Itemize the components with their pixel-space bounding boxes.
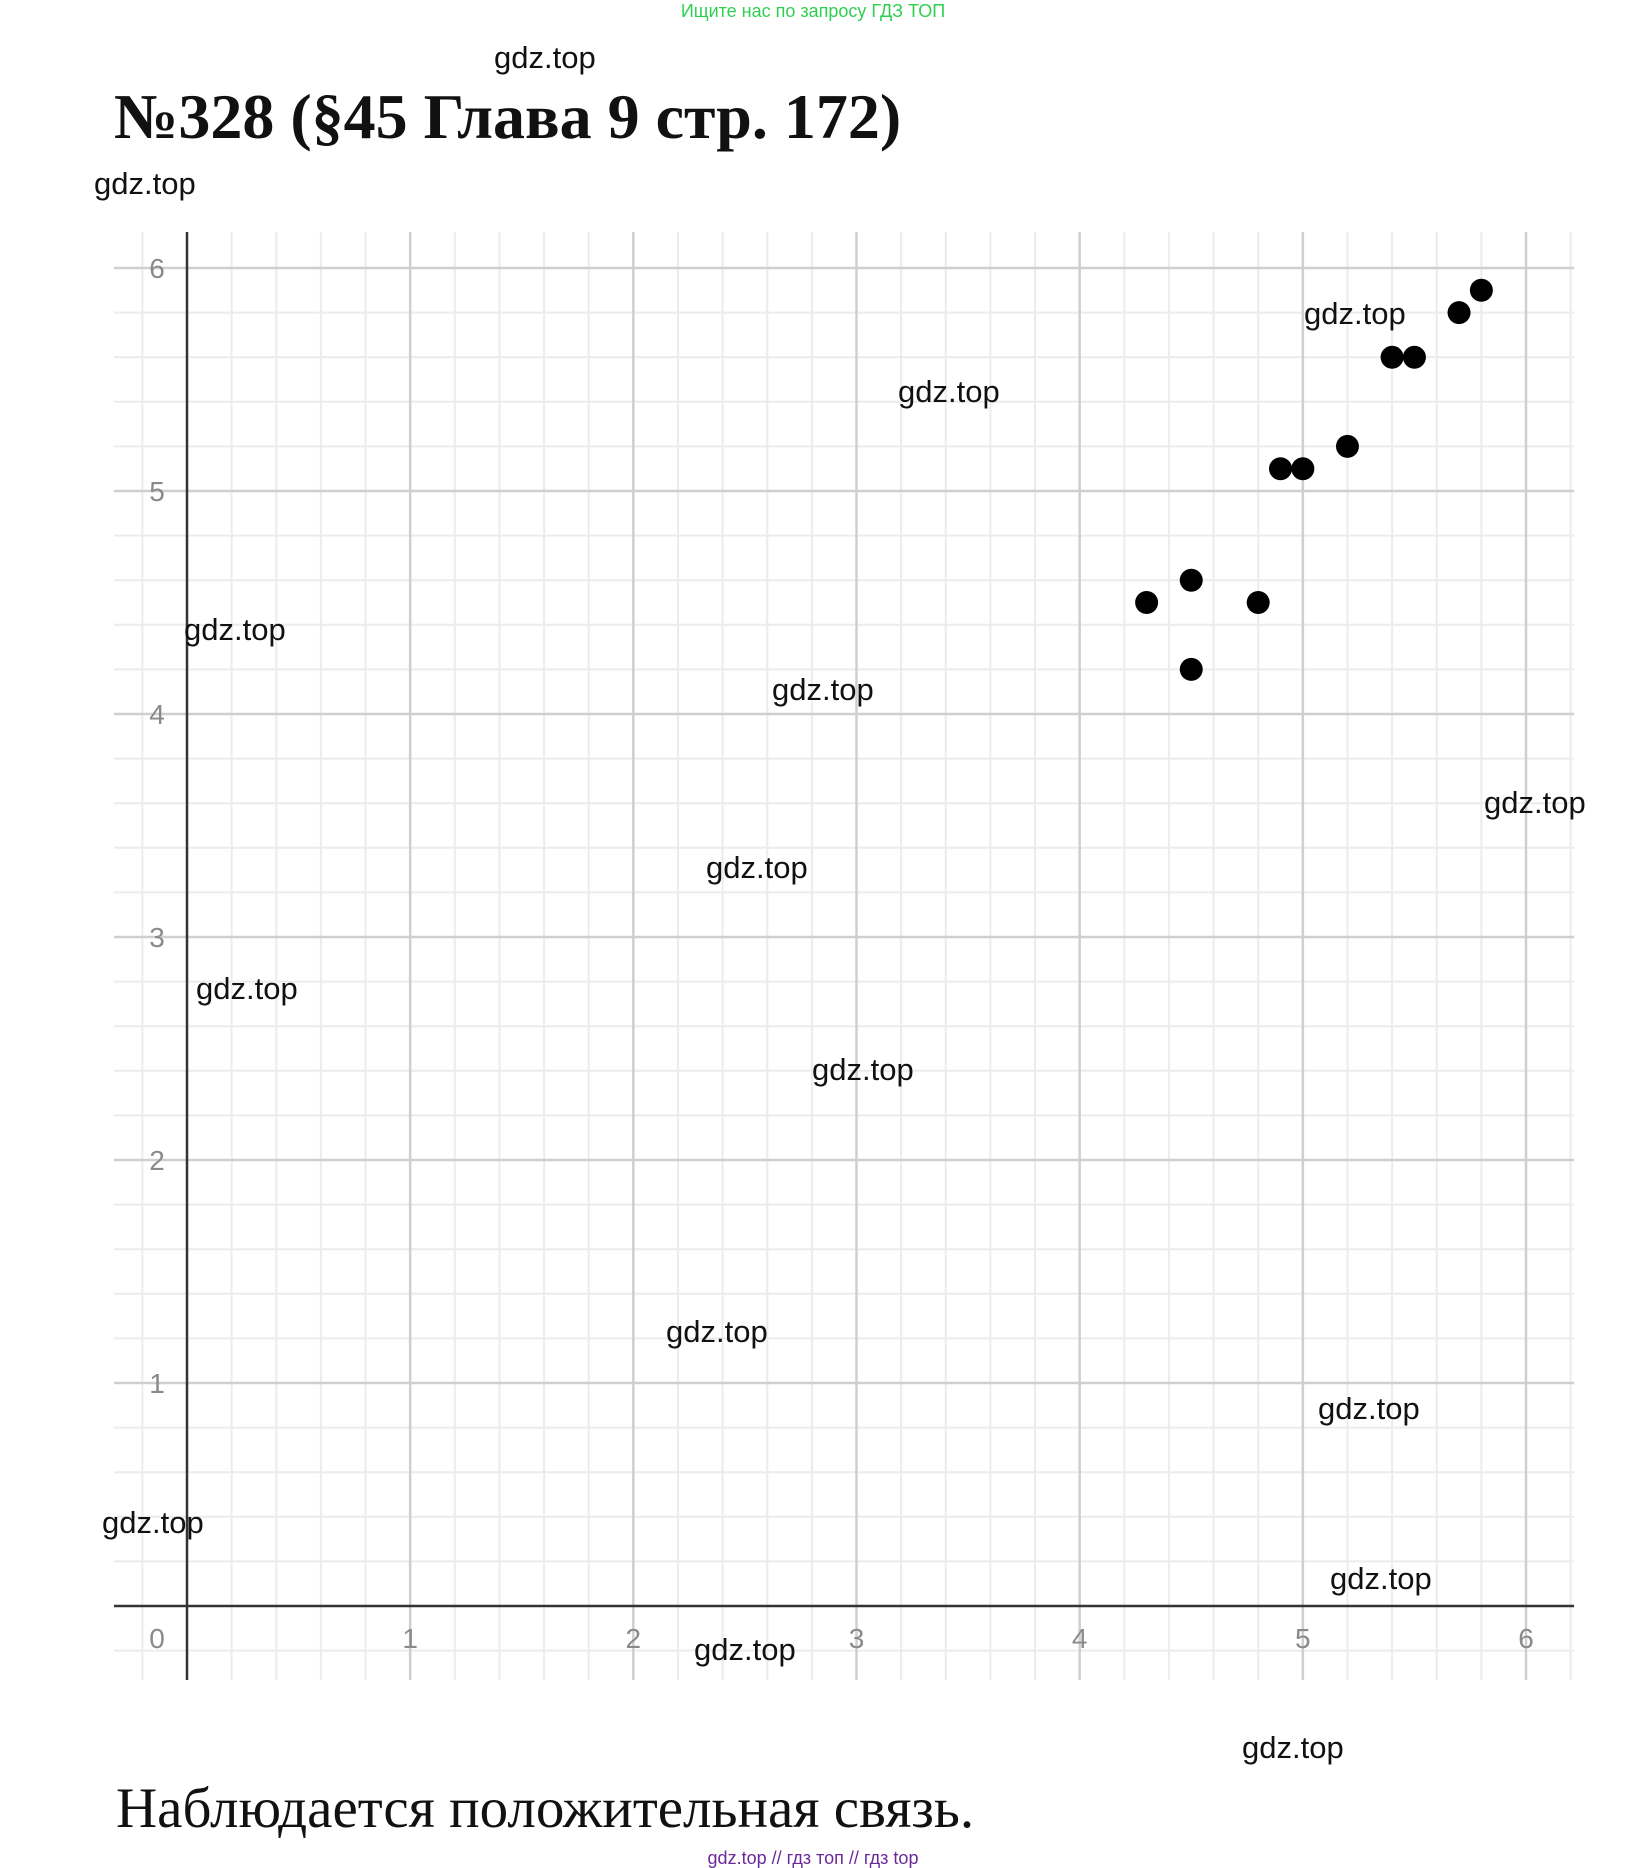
y-tick-label: 1 — [149, 1368, 165, 1399]
data-point — [1246, 591, 1270, 614]
watermark: gdz.top — [706, 850, 808, 885]
footer-text[interactable]: gdz.top // гдз топ // гдз top — [707, 1848, 919, 1868]
data-point — [1402, 345, 1426, 369]
watermark: gdz.top — [1318, 1391, 1420, 1426]
watermark: gdz.top — [196, 971, 298, 1006]
data-points — [1135, 278, 1493, 681]
data-point — [1179, 657, 1203, 681]
minor-grid — [114, 232, 1574, 1680]
watermark: gdz.top — [1484, 785, 1586, 820]
data-point — [1269, 457, 1293, 481]
data-point — [1135, 591, 1159, 614]
watermark: gdz.top — [1304, 296, 1406, 331]
watermark: gdz.top — [898, 374, 1000, 409]
watermark: gdz.top — [1330, 1561, 1432, 1596]
watermark: gdz.top — [94, 166, 196, 201]
x-tick-label: 2 — [626, 1623, 642, 1654]
watermark: gdz.top — [494, 40, 596, 75]
watermark: gdz.top — [102, 1505, 204, 1540]
data-point — [1291, 457, 1315, 481]
data-point — [1469, 278, 1493, 302]
y-tick-label: 4 — [149, 699, 165, 730]
y-tick-label: 2 — [149, 1145, 165, 1176]
y-tick-label: 3 — [149, 922, 165, 953]
y-tick-label: 5 — [149, 476, 165, 507]
data-point — [1447, 301, 1471, 325]
x-tick-label: 1 — [402, 1623, 418, 1654]
tick-labels: 0 1 2 3 4 5 6 1 2 3 4 5 6 — [149, 253, 1534, 1654]
y-tick-label: 6 — [149, 253, 165, 284]
x-tick-label: 3 — [849, 1623, 865, 1654]
data-point — [1380, 345, 1404, 369]
scatter-chart: 0 1 2 3 4 5 6 1 2 3 4 5 6 — [114, 232, 1574, 1680]
top-ad-text[interactable]: Ищите нас по запросу ГДЗ ТОП — [680, 1, 946, 21]
x-tick-label: 4 — [1072, 1623, 1088, 1654]
watermark: gdz.top — [666, 1314, 768, 1349]
data-point — [1335, 434, 1359, 458]
watermark: gdz.top — [772, 672, 874, 707]
x-tick-label: 5 — [1295, 1623, 1311, 1654]
axes — [114, 232, 1574, 1680]
watermark: gdz.top — [184, 612, 286, 647]
x-tick-label: 0 — [149, 1623, 165, 1654]
data-point — [1179, 568, 1203, 592]
x-tick-label: 6 — [1518, 1623, 1534, 1654]
watermark: gdz.top — [1242, 1730, 1344, 1765]
major-grid — [114, 232, 1574, 1680]
page-title: №328 (§45 Глава 9 стр. 172) — [114, 81, 902, 152]
watermark: gdz.top — [812, 1052, 914, 1087]
conclusion-text: Наблюдается положительная связь. — [116, 1777, 975, 1840]
watermark: gdz.top — [694, 1632, 796, 1667]
